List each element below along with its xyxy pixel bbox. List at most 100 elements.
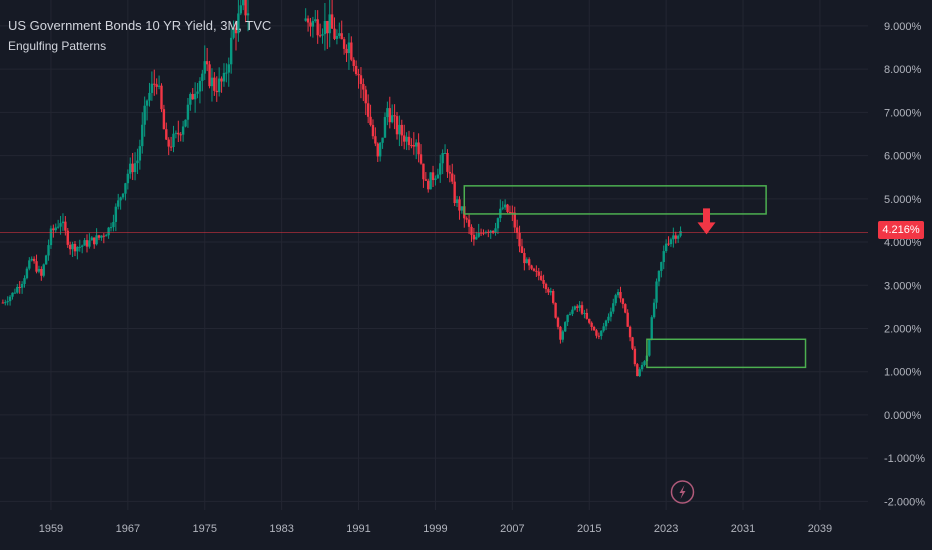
candle-body — [11, 292, 14, 297]
candle-body — [145, 100, 149, 106]
candle-body — [674, 235, 677, 239]
candle-body — [616, 292, 620, 296]
candle-body — [49, 228, 53, 246]
candle-body — [28, 260, 31, 269]
candle-body — [364, 89, 367, 104]
candle-body — [431, 172, 435, 181]
candle-body — [494, 228, 497, 233]
candle-body — [374, 136, 377, 144]
candle-body — [13, 292, 17, 294]
candle-body — [458, 199, 461, 211]
candle-body — [667, 243, 670, 245]
candle-body — [71, 243, 74, 250]
x-tick-label: 2015 — [577, 523, 601, 535]
candle-body — [172, 133, 175, 147]
candle-body — [311, 20, 315, 27]
candle-body — [330, 14, 334, 29]
candle-body — [506, 204, 509, 212]
candle-body — [585, 312, 589, 319]
candle-body — [619, 292, 622, 299]
candle-body — [576, 306, 579, 308]
candle-body — [328, 14, 331, 34]
candle-body — [335, 35, 339, 39]
candle-body — [652, 302, 656, 318]
y-tick-label: 8.000% — [884, 64, 922, 76]
y-tick-label: 4.000% — [884, 237, 922, 249]
candle-body — [61, 221, 65, 224]
candle-body — [429, 172, 432, 190]
candle-body — [501, 207, 504, 209]
candle-body — [518, 232, 521, 247]
candle-body — [227, 64, 230, 73]
x-tick-label: 2039 — [808, 523, 832, 535]
candle-body — [64, 221, 67, 231]
candle-body — [90, 237, 93, 241]
candle-body — [201, 73, 204, 81]
candle-body — [366, 103, 370, 117]
candle-body — [213, 77, 216, 91]
candle-body — [56, 226, 60, 228]
engulfing-zone — [463, 185, 767, 215]
candle-body — [496, 218, 500, 229]
candle-body — [588, 318, 591, 323]
candle-body — [443, 153, 447, 155]
indicator-label[interactable]: Engulfing Patterns — [8, 39, 107, 53]
candle-body — [400, 124, 403, 136]
candle-body — [333, 28, 336, 39]
candle-body — [554, 302, 557, 318]
candle-body — [388, 108, 391, 123]
candle-body — [378, 142, 382, 157]
candle-body — [304, 18, 307, 21]
candle-body — [386, 108, 389, 118]
candle-body — [4, 302, 7, 304]
candle-body — [184, 119, 187, 127]
candle-body — [612, 303, 615, 312]
candle-body — [210, 77, 214, 87]
candle-body — [114, 206, 118, 222]
candle-body — [491, 230, 495, 233]
candle-body — [520, 246, 524, 254]
candle-body — [669, 239, 673, 245]
candle-body — [160, 85, 163, 110]
x-tick-label: 2023 — [654, 523, 678, 535]
candle-body — [621, 298, 625, 305]
candle-body — [76, 246, 79, 252]
candle-body — [78, 246, 81, 248]
candle-body — [477, 232, 480, 237]
candle-body — [244, 0, 247, 16]
candle-body — [602, 326, 605, 331]
candle-body — [165, 129, 168, 140]
candle-body — [155, 84, 158, 87]
candle-body — [419, 154, 423, 164]
candle-body — [117, 200, 120, 207]
candle-body — [95, 235, 98, 245]
x-tick-label: 1999 — [423, 523, 447, 535]
candle-body — [338, 33, 341, 36]
candle-body — [676, 235, 680, 239]
candle-body — [422, 163, 425, 180]
candle-body — [453, 181, 456, 204]
candle-body — [174, 132, 178, 134]
candle-body — [102, 235, 106, 237]
candle-body — [198, 80, 202, 92]
candle-body — [1, 302, 5, 304]
candle-body — [475, 236, 478, 240]
candle-body — [220, 78, 223, 82]
candle-body — [133, 163, 137, 173]
candle-body — [551, 290, 555, 303]
candle-body — [177, 132, 180, 135]
candle-body — [424, 179, 428, 181]
candle-body — [239, 5, 242, 14]
candle-body — [523, 253, 526, 264]
candle-body — [52, 228, 55, 231]
candle-body — [18, 286, 21, 288]
candle-body — [403, 135, 406, 142]
candle-body — [448, 171, 452, 174]
candle-body — [571, 309, 574, 314]
x-tick-label: 2031 — [731, 523, 755, 535]
candle-body — [412, 145, 416, 147]
candle-body — [30, 258, 33, 261]
candle-body — [398, 124, 401, 135]
candle-body — [129, 163, 132, 174]
